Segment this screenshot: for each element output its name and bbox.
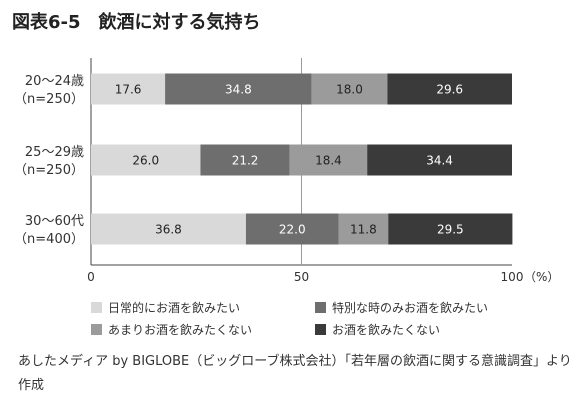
bar-value-label: 36.8 <box>155 223 182 237</box>
bar-value-label: 21.2 <box>232 154 259 168</box>
bar-value-label: 17.6 <box>115 83 142 97</box>
bar-value-label: 18.4 <box>315 154 342 168</box>
bar-segment <box>165 73 312 105</box>
bar-value-label: 34.4 <box>426 154 453 168</box>
bar-segment <box>289 144 368 176</box>
category-label: 25〜29歳 <box>25 145 84 160</box>
legend-swatch <box>315 324 326 335</box>
source-note: あしたメディア by BIGLOBE（ビッグローブ株式会社）「若年層の飲酒に関す… <box>18 354 572 393</box>
legend-label: 特別な時のみお酒を飲みたい <box>332 300 488 315</box>
category-sample-size: （n=400） <box>14 232 84 247</box>
legend-swatch <box>91 302 102 313</box>
legend-label: お酒を飲みたくない <box>332 322 440 337</box>
category-label: 20〜24歳 <box>25 74 84 89</box>
legend-label: 日常的にお酒を飲みたい <box>108 300 240 315</box>
plot-area: 17.6 34.8 18.0 29.6 20〜24歳 （n=250） 26.0 21.2 18.… <box>14 58 559 284</box>
x-tick-label: 100 <box>501 270 524 284</box>
bar-segment <box>338 213 389 245</box>
bar-segment <box>91 213 246 245</box>
category-sample-size: （n=250） <box>14 163 84 178</box>
bar-segment <box>387 73 512 105</box>
x-axis-unit: （%） <box>524 270 559 284</box>
bar-value-label: 22.0 <box>279 223 306 237</box>
bar-value-label: 29.5 <box>437 223 464 237</box>
bar-segment <box>91 73 166 105</box>
bar-segment <box>311 73 388 105</box>
x-tick-label: 0 <box>87 270 95 284</box>
legend-swatch <box>315 302 326 313</box>
bar-segment <box>91 144 201 176</box>
chart-title: 図表6-5 飲酒に対する気持ち <box>12 11 261 33</box>
category-sample-size: （n=250） <box>14 92 84 107</box>
category-label: 30〜60代 <box>25 214 84 229</box>
legend-swatch <box>91 324 102 335</box>
bar-segment <box>367 144 512 176</box>
bar-value-label: 26.0 <box>132 154 159 168</box>
bar-segment <box>388 213 513 245</box>
legend-label: あまりお酒を飲みたくない <box>108 322 252 337</box>
bar-segment <box>200 144 290 176</box>
bar-value-label: 18.0 <box>336 83 363 97</box>
bar-segment <box>245 213 339 245</box>
bar-value-label: 11.8 <box>350 223 377 237</box>
x-tick-label: 50 <box>294 270 309 284</box>
bar-value-label: 29.6 <box>436 83 463 97</box>
bar-value-label: 34.8 <box>225 83 252 97</box>
